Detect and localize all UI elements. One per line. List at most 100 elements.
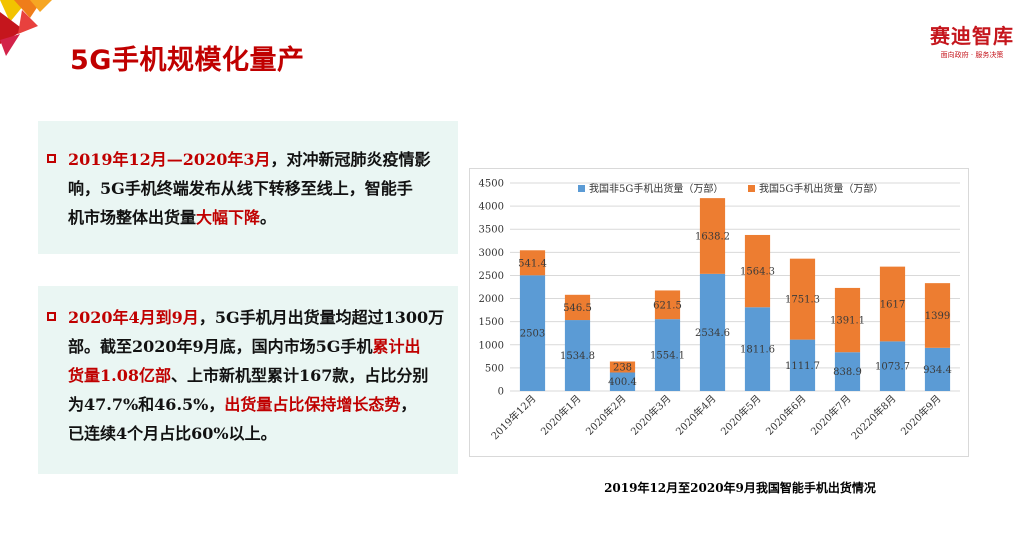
shipment-chart: 0 500 1000 1500 2000 2500 3000 3500 4000 4500 2503… <box>479 179 960 442</box>
text-line: 已连续4个月占比60%以上。 <box>68 419 448 448</box>
x-tick-label: 2020年6月 <box>763 392 809 438</box>
y-tick-label: 0 <box>498 387 504 398</box>
bar-non5g <box>924 347 951 391</box>
data-label: 1554.1 <box>650 351 685 362</box>
highlight-text: 出货量占比保持增长态势 <box>224 395 401 414</box>
body-text: 响，5G手机终端发布从线下转移至线上，智能手 <box>68 179 413 198</box>
bar-non5g <box>744 307 771 391</box>
data-label: 400.4 <box>608 377 637 388</box>
y-tick-label: 3000 <box>479 248 504 259</box>
data-label: 1617 <box>880 300 905 311</box>
data-label: 934.4 <box>923 365 952 376</box>
highlight-text: 2019年12月—2020年3月 <box>68 150 271 169</box>
legend-label: 我国5G手机出货量（万部） <box>759 182 883 195</box>
y-tick-label: 1000 <box>479 340 504 351</box>
y-tick-label: 4500 <box>479 179 504 190</box>
bar-non5g <box>609 372 636 391</box>
y-tick-label: 3500 <box>479 225 504 236</box>
text-line: 机市场整体出货量大幅下降。 <box>68 203 448 232</box>
bar-non5g <box>564 320 591 391</box>
x-tick-label: 2020年2月 <box>583 392 629 438</box>
highlight-text: 货量1.08亿部 <box>68 366 171 385</box>
logo-slogan: 面向政府 · 服务决策 <box>940 51 1004 59</box>
data-label: 2503 <box>520 329 545 340</box>
square-bullet-icon <box>47 154 56 163</box>
bar-non5g <box>654 319 681 391</box>
text-line: 为47.7%和46.5%，出货量占比保持增长态势， <box>68 390 448 419</box>
text-line: 部。截至2020年9月底，国内市场5G手机累计出 <box>68 332 448 361</box>
bar-non5g <box>699 273 726 391</box>
bar-non5g <box>519 275 546 391</box>
legend-swatch-5g <box>748 185 755 192</box>
logo: 赛迪智库 面向政府 · 服务决策 <box>922 20 1022 60</box>
legend-label: 我国非5G手机出货量（万部） <box>589 182 723 195</box>
data-label: 1399 <box>925 311 950 322</box>
body-text: 部。截至2020年9月底，国内市场5G手机 <box>68 337 373 356</box>
x-tick-label: 2020年3月 <box>628 392 674 438</box>
data-label: 546.5 <box>563 303 592 314</box>
body-text: 为47.7%和46.5%， <box>68 395 225 414</box>
logo-name: 赛迪智库 <box>930 24 1014 48</box>
bar-5g <box>879 266 906 342</box>
square-bullet-icon <box>47 312 56 321</box>
bar-non5g <box>879 341 906 391</box>
bar-5g <box>699 198 726 274</box>
chart-caption: 2019年12月至2020年9月我国智能手机出货情况 <box>604 481 876 495</box>
data-label: 541.4 <box>518 258 547 269</box>
bar-5g <box>519 250 546 276</box>
bar-5g <box>834 287 861 353</box>
body-text: 、上市新机型累计167款，占比分别 <box>170 366 429 385</box>
data-label: 1111.7 <box>785 361 820 372</box>
bar-5g <box>744 234 771 308</box>
text-box-2: 2020年4月到9月，5G手机月出货量均超过1300万 部。截至2020年9月底，… <box>38 286 458 474</box>
body-text: 机市场整体出货量 <box>68 208 197 227</box>
bar-5g <box>924 283 951 348</box>
x-tick-label: 2020年9月 <box>898 392 944 438</box>
data-label: 838.9 <box>833 367 862 378</box>
legend-swatch-non5g <box>578 185 585 192</box>
bar-non5g <box>834 352 861 391</box>
highlight-text: 大幅下降 <box>196 208 261 227</box>
data-label: 621.5 <box>653 300 682 311</box>
bar-5g <box>609 361 636 373</box>
highlight-text: 2020年4月到9月 <box>68 308 199 327</box>
body-text: ， <box>400 395 417 414</box>
text-line: 货量1.08亿部、上市新机型累计167款，占比分别 <box>68 361 448 390</box>
data-label: 2534.6 <box>695 328 730 339</box>
data-label: 1391.1 <box>830 316 865 327</box>
data-label: 1751.3 <box>785 295 820 306</box>
body-text: 。 <box>260 208 277 227</box>
body-text: ，5G手机月出货量均超过1300万 <box>198 308 445 327</box>
corner-decoration <box>0 0 52 56</box>
chart-frame: 0 500 1000 1500 2000 2500 3000 3500 4000 4500 2503… <box>469 168 969 457</box>
text-box-1: 2019年12月—2020年3月，对冲新冠肺炎疫情影响，5G手机终端发布从线下转… <box>38 121 458 254</box>
y-tick-label: 1500 <box>479 317 504 328</box>
x-tick-label: 2020年1月 <box>538 392 584 438</box>
data-label: 1534.8 <box>560 351 595 362</box>
text-line: 响，5G手机终端发布从线下转移至线上，智能手 <box>68 174 448 203</box>
x-tick-label: 2020年5月 <box>718 392 764 438</box>
data-label: 1811.6 <box>740 345 775 356</box>
highlight-text: 累计出 <box>372 337 421 356</box>
body-text: 已连续4个月占比60%以上。 <box>68 424 277 443</box>
bar-5g <box>789 258 816 340</box>
x-tick-label: 2020年4月 <box>673 392 719 438</box>
y-tick-label: 2000 <box>479 294 504 305</box>
x-tick-label: 20220年8月 <box>848 392 898 442</box>
page-title: 5G手机规模化量产 <box>70 45 305 76</box>
bar-5g <box>654 290 681 320</box>
y-tick-label: 2500 <box>479 271 504 282</box>
x-tick-label: 2020年7月 <box>808 392 854 438</box>
bar-non5g <box>789 339 816 391</box>
y-tick-label: 500 <box>485 363 504 374</box>
data-label: 238 <box>613 362 632 373</box>
data-label: 1564.3 <box>740 267 775 278</box>
x-tick-label: 2019年12月 <box>488 392 538 442</box>
text-line: 2020年4月到9月，5G手机月出货量均超过1300万 <box>68 303 448 332</box>
text-line: 2019年12月—2020年3月，对冲新冠肺炎疫情影 <box>68 145 448 174</box>
data-label: 1638.2 <box>695 231 730 242</box>
body-text: ，对冲新冠肺炎疫情影 <box>270 150 431 169</box>
data-label: 1073.7 <box>875 362 910 373</box>
bar-5g <box>564 294 591 321</box>
y-tick-label: 4000 <box>479 202 504 213</box>
